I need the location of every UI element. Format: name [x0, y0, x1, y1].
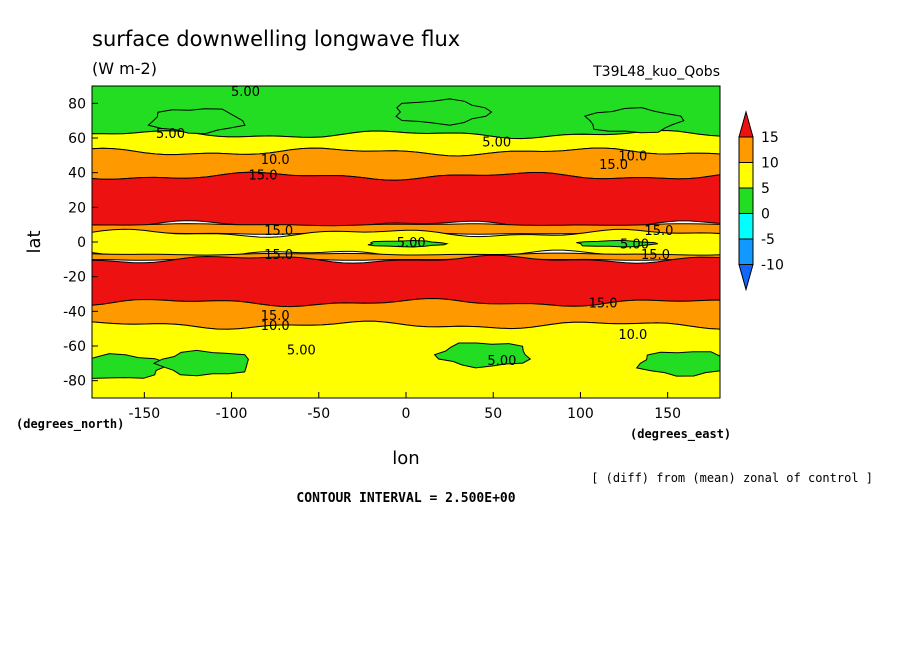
band-4 [92, 223, 720, 235]
colorbar-label: -10 [761, 258, 784, 274]
contour-label-15: 10.0 [261, 319, 290, 334]
x-tick-label: -100 [216, 406, 248, 422]
colorbar-top-arrow [738, 110, 754, 138]
colorbar-segment-3 [738, 187, 754, 214]
y-units-label: (degrees_north) [16, 417, 124, 432]
x-tick-label: 50 [484, 406, 502, 422]
colorbar-segment-1 [738, 136, 754, 163]
contour-label-8: 15.0 [644, 224, 673, 239]
contour-label-5: 15.0 [249, 168, 278, 183]
contour-field [92, 86, 720, 398]
x-tick-label: -50 [307, 406, 330, 422]
patch-5 [433, 342, 532, 369]
band-7 [92, 254, 720, 308]
y-tick-label: -60 [63, 339, 86, 355]
contour-label-18: 5.00 [487, 354, 516, 369]
contour-label-11: 15.0 [264, 248, 293, 263]
contour-label-14: 15.0 [261, 309, 290, 324]
y-tick-label: 60 [68, 131, 86, 147]
contour-label-9: 5.00 [397, 236, 426, 251]
x-tick-label: 150 [654, 406, 681, 422]
y-tick-label: -40 [63, 304, 86, 320]
y-tick-label: -20 [63, 270, 86, 286]
x-axis-label: lon [392, 448, 419, 469]
band-3 [92, 171, 720, 230]
x-units-label: (degrees_east) [630, 427, 731, 442]
colorbar-segment-2 [738, 162, 754, 189]
patch-3 [92, 353, 167, 379]
y-tick-label: 40 [68, 166, 86, 182]
contour-interval: CONTOUR INTERVAL = 2.500E+00 [296, 491, 515, 506]
x-tick-label: 100 [567, 406, 594, 422]
contour-label-3: 10.0 [261, 153, 290, 168]
colorbar-label: -5 [761, 232, 775, 248]
y-tick-label: -80 [63, 374, 86, 390]
patch-7 [367, 239, 449, 248]
colorbar-label: 5 [761, 181, 770, 197]
y-tick-label: 20 [68, 200, 86, 216]
contour-label-7: 15.0 [264, 224, 293, 239]
contour-label-12: 15.0 [641, 248, 670, 263]
contour-label-4: 10.0 [618, 149, 647, 164]
contour-label-0: 5.00 [231, 85, 260, 100]
colorbar-label: 15 [761, 130, 779, 146]
contour-label-10: 5.00 [620, 238, 649, 253]
x-axis: -150 -100 -50 0 50 100 150 [128, 392, 681, 422]
patch-4 [152, 349, 249, 377]
contour-label-16: 10.0 [618, 328, 647, 343]
patch-1 [395, 98, 493, 126]
diff-note: [ (diff) from (mean) zonal of control ] [591, 471, 873, 485]
contour-label-1: 5.00 [156, 127, 185, 142]
patch-8 [576, 239, 658, 248]
colorbar: 15 10 5 0 -5 -10 [738, 110, 784, 292]
y-axis: 80 60 40 20 0 -20 -40 -60 -80 [63, 96, 98, 390]
contour-label-13: 15.0 [589, 297, 618, 312]
colorbar-segment-4 [738, 213, 754, 240]
colorbar-label: 10 [761, 156, 779, 172]
contour-label-2: 5.00 [482, 136, 511, 151]
x-tick-label: -150 [128, 406, 160, 422]
colorbar-bottom-arrow [738, 264, 754, 292]
contour-label-17: 5.00 [287, 344, 316, 359]
band-9 [92, 320, 720, 398]
patch-2 [583, 107, 685, 134]
y-tick-label: 80 [68, 96, 86, 112]
x-tick-label: 0 [402, 406, 411, 422]
patch-0 [147, 108, 246, 135]
chart-title: surface downwelling longwave flux [92, 27, 460, 51]
units-label: (W m-2) [92, 59, 157, 78]
y-axis-label: lat [24, 230, 45, 253]
colorbar-label: 0 [761, 207, 770, 223]
y-tick-label: 0 [77, 235, 86, 251]
colorbar-segment-5 [738, 238, 754, 265]
patch-6 [635, 351, 720, 377]
contour-label-6: 15.0 [599, 158, 628, 173]
run-label: T39L48_kuo_Qobs [592, 64, 720, 80]
